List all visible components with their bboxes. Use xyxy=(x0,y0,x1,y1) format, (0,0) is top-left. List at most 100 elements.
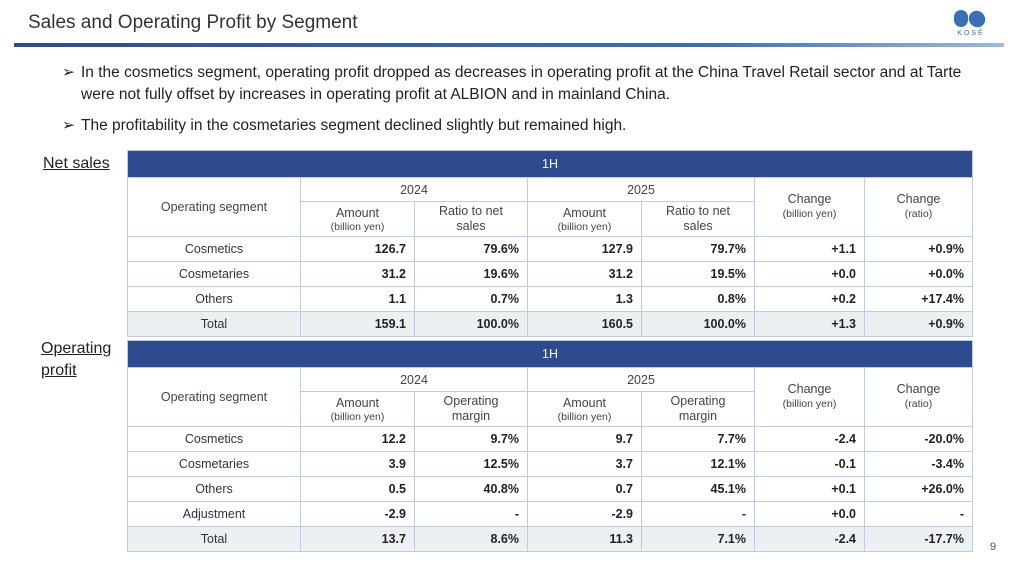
kose-logo-icon xyxy=(954,10,986,28)
change-ratio-unit: (ratio) xyxy=(904,398,933,410)
page-number: 9 xyxy=(990,541,997,553)
amount-label: Amount xyxy=(562,205,607,220)
segment-name: Adjustment xyxy=(127,501,301,527)
slide-title: Sales and Operating Profit by Segment xyxy=(28,12,358,33)
bullet-item: ➢ In the cosmetics segment, operating pr… xyxy=(62,62,982,106)
sub-header-row: Amount (billion yen) Ratio to net sales … xyxy=(128,201,973,237)
amount-2024: 3.9 xyxy=(300,451,415,477)
segment-name: Cosmetaries xyxy=(127,261,301,287)
ratio-header: Ratio to net sales xyxy=(641,201,755,237)
margin-2025: 7.7% xyxy=(641,426,755,452)
ratio-2024: 19.6% xyxy=(414,261,528,287)
margin-2024: 9.7% xyxy=(414,426,528,452)
segment-name: Cosmetaries xyxy=(127,451,301,477)
table-row: Cosmetaries 3.9 12.5% 3.7 12.1% -0.1 -3.… xyxy=(127,451,973,477)
change-unit: (billion yen) xyxy=(782,398,837,410)
ratio-2025: 100.0% xyxy=(641,311,755,337)
amount-header: Amount (billion yen) xyxy=(300,201,415,237)
year-header-row: Operating segment 2024 2025 Change (bill… xyxy=(127,177,973,237)
segment-name: Cosmetics xyxy=(127,426,301,452)
table-band-row: 1H xyxy=(127,340,973,368)
amount-2025: 31.2 xyxy=(527,261,642,287)
amount-label: Amount xyxy=(335,395,380,410)
amount-unit: (billion yen) xyxy=(330,220,385,233)
bullet-text: The profitability in the cosmetaries seg… xyxy=(81,117,627,134)
segment-name: Total xyxy=(127,526,301,552)
segment-header: Operating segment xyxy=(127,367,301,427)
change-amount: -2.4 xyxy=(754,526,865,552)
bullet-list: ➢ In the cosmetics segment, operating pr… xyxy=(62,62,982,146)
amount-label: Amount xyxy=(335,205,380,220)
arrow-bullet-icon: ➢ xyxy=(62,117,75,134)
bullet-text: In the cosmetics segment, operating prof… xyxy=(81,64,962,103)
margin-2025: - xyxy=(641,501,755,527)
change-unit: (billion yen) xyxy=(782,208,837,220)
segment-header: Operating segment xyxy=(127,177,301,237)
title-underline xyxy=(14,43,1004,47)
margin-2024: - xyxy=(414,501,528,527)
logo-text: KOSÉ xyxy=(957,30,985,37)
amount-2024: 1.1 xyxy=(300,286,415,312)
total-row: Total 159.1 100.0% 160.5 100.0% +1.3 +0.… xyxy=(127,311,973,337)
change-ratio-header: Change (ratio) xyxy=(864,177,973,237)
amount-2024: 0.5 xyxy=(300,476,415,502)
amount-2024: -2.9 xyxy=(300,501,415,527)
margin-2025: 12.1% xyxy=(641,451,755,477)
amount-2025: 0.7 xyxy=(527,476,642,502)
period-band: 1H xyxy=(127,150,973,178)
bullet-item: ➢ The profitability in the cosmetaries s… xyxy=(62,115,982,137)
year-header: 2024 xyxy=(300,367,528,392)
change-ratio: +0.9% xyxy=(864,236,973,262)
amount-2024: 31.2 xyxy=(300,261,415,287)
change-amount: +0.0 xyxy=(754,261,865,287)
amount-2025: 160.5 xyxy=(527,311,642,337)
segment-name: Others xyxy=(127,286,301,312)
change-header: Change (billion yen) xyxy=(754,177,865,237)
amount-2024: 159.1 xyxy=(300,311,415,337)
table-row: Cosmetaries 31.2 19.6% 31.2 19.5% +0.0 +… xyxy=(127,261,973,287)
change-amount: +0.2 xyxy=(754,286,865,312)
net-sales-label: Net sales xyxy=(43,155,110,172)
table-row: Cosmetics 126.7 79.6% 127.9 79.7% +1.1 +… xyxy=(127,236,973,262)
table-row: Adjustment -2.9 - -2.9 - +0.0 - xyxy=(127,501,973,527)
change-amount: +0.0 xyxy=(754,501,865,527)
net-sales-table: 1H Operating segment 2024 2025 Change (b… xyxy=(127,150,973,337)
table-row: Cosmetics 12.2 9.7% 9.7 7.7% -2.4 -20.0% xyxy=(127,426,973,452)
table-row: Others 1.1 0.7% 1.3 0.8% +0.2 +17.4% xyxy=(127,286,973,312)
operating-profit-label: Operating profit xyxy=(41,340,112,379)
change-header: Change (billion yen) xyxy=(754,367,865,427)
change-ratio-header: Change (ratio) xyxy=(864,367,973,427)
segment-name: Cosmetics xyxy=(127,236,301,262)
change-amount: -2.4 xyxy=(754,426,865,452)
change-ratio-label: Change xyxy=(896,382,941,396)
margin-header: Operating margin xyxy=(641,391,755,427)
change-ratio: +17.4% xyxy=(864,286,973,312)
ratio-2025: 0.8% xyxy=(641,286,755,312)
table-row: Others 0.5 40.8% 0.7 45.1% +0.1 +26.0% xyxy=(127,476,973,502)
change-ratio-label: Change xyxy=(896,192,941,206)
change-ratio: -17.7% xyxy=(864,526,973,552)
amount-unit: (billion yen) xyxy=(330,410,385,423)
amount-label: Amount xyxy=(562,395,607,410)
year-header-row: Operating segment 2024 2025 Change (bill… xyxy=(127,367,973,427)
change-amount: +1.1 xyxy=(754,236,865,262)
change-ratio: - xyxy=(864,501,973,527)
kose-logo: KOSÉ xyxy=(950,8,992,42)
amount-header: Amount (billion yen) xyxy=(527,201,642,237)
margin-2025: 7.1% xyxy=(641,526,755,552)
amount-2024: 13.7 xyxy=(300,526,415,552)
year-header: 2025 xyxy=(527,177,755,202)
amount-2024: 126.7 xyxy=(300,236,415,262)
change-ratio: -20.0% xyxy=(864,426,973,452)
amount-2025: 127.9 xyxy=(527,236,642,262)
ratio-2025: 79.7% xyxy=(641,236,755,262)
amount-unit: (billion yen) xyxy=(557,220,612,233)
change-ratio-unit: (ratio) xyxy=(904,208,933,220)
margin-2024: 12.5% xyxy=(414,451,528,477)
margin-2024: 40.8% xyxy=(414,476,528,502)
change-ratio: +26.0% xyxy=(864,476,973,502)
change-ratio: +0.9% xyxy=(864,311,973,337)
margin-header: Operating margin xyxy=(414,391,528,427)
amount-2025: 1.3 xyxy=(527,286,642,312)
amount-2025: 9.7 xyxy=(527,426,642,452)
